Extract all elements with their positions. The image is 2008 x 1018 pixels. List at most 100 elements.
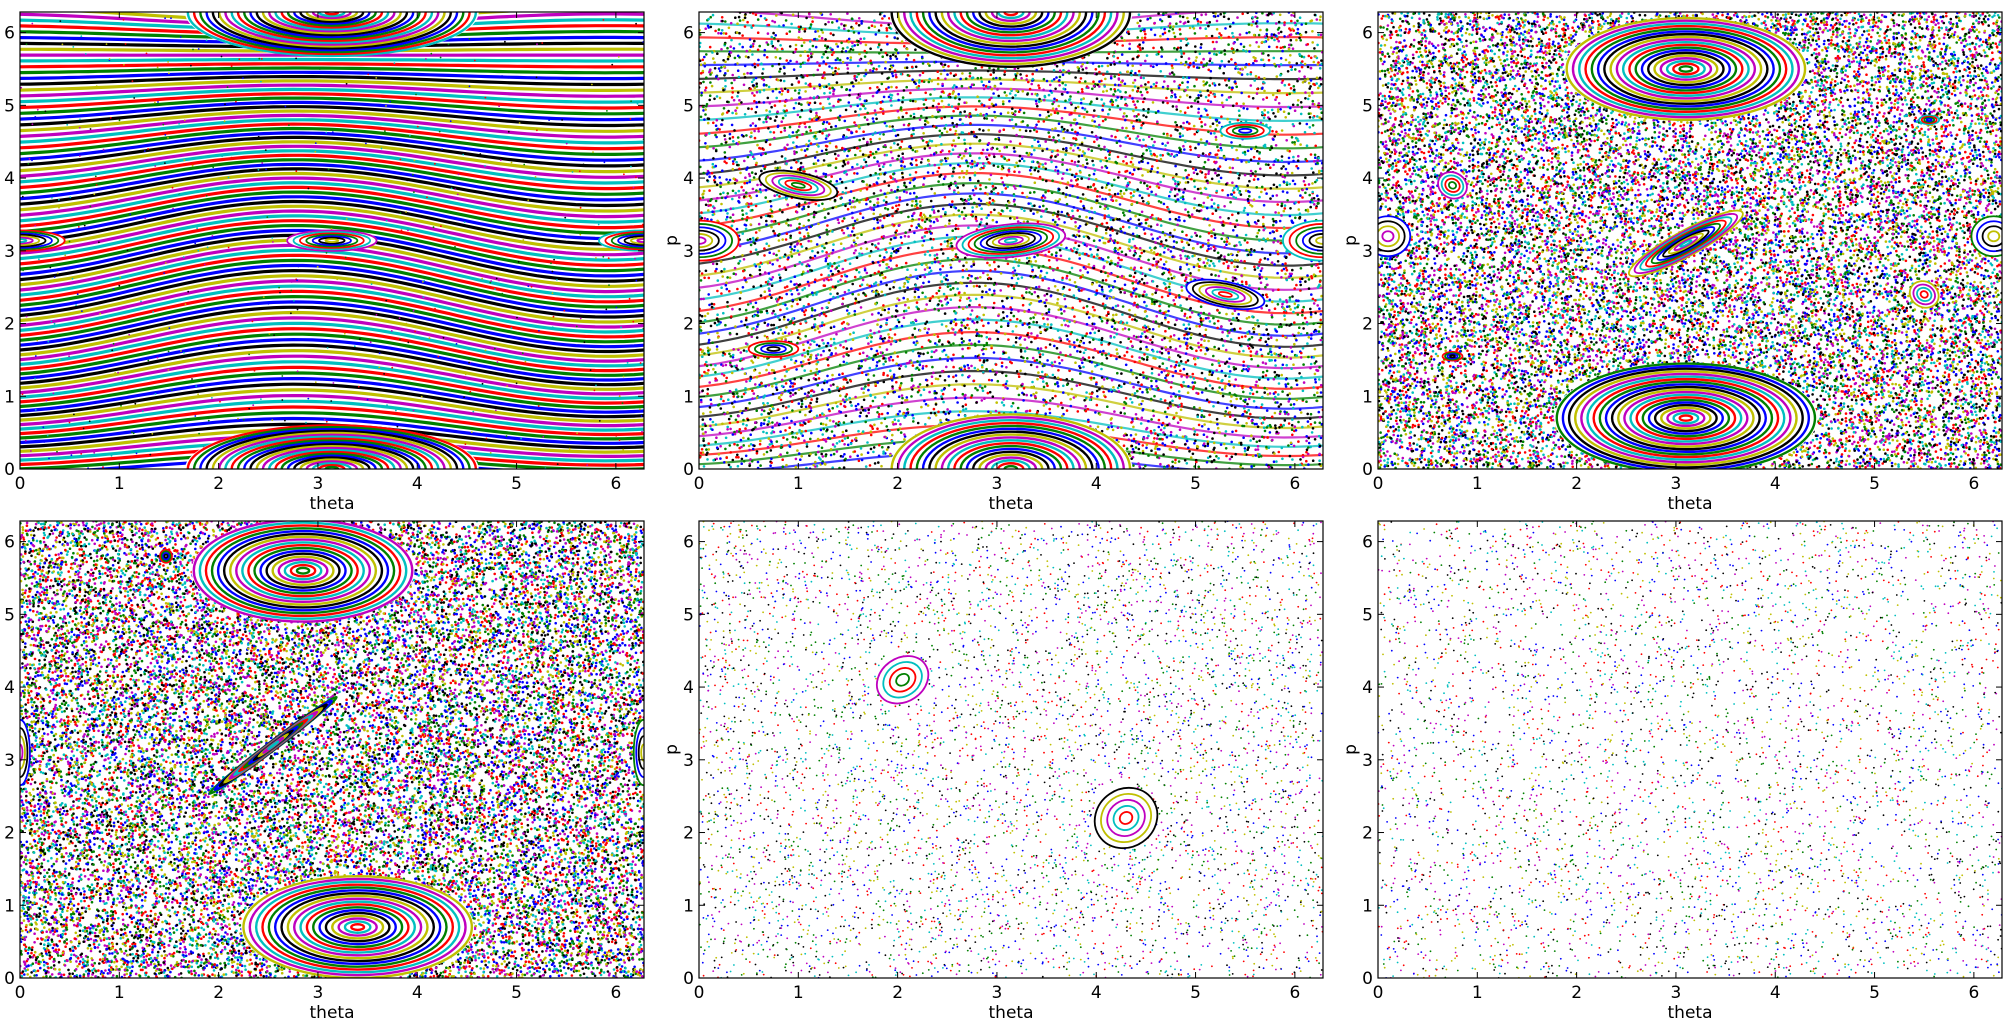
x-tick-label: 0 [15, 474, 26, 494]
y-axis-label: p [1341, 235, 1361, 246]
x-tick-label: 6 [1289, 983, 1300, 1003]
resonance-island [192, 519, 415, 623]
y-tick-label: 0 [4, 969, 15, 989]
x-tick-label: 3 [313, 983, 324, 1003]
x-tick-label: 3 [992, 983, 1003, 1003]
plot-area [698, 520, 1323, 979]
y-tick-label: 6 [683, 24, 694, 44]
x-tick-label: 3 [313, 474, 324, 494]
x-tick-label: 6 [1968, 474, 1979, 494]
y-tick-label: 0 [683, 969, 694, 989]
y-tick-label: 6 [1362, 24, 1373, 44]
resonance-island [286, 230, 377, 251]
plot-area [1377, 520, 2002, 979]
x-tick-label: 5 [1869, 474, 1880, 494]
y-tick-label: 5 [4, 96, 15, 116]
y-tick-label: 5 [1362, 96, 1373, 116]
x-tick-label: 1 [793, 474, 804, 494]
x-tick-label: 1 [114, 983, 125, 1003]
y-tick-label: 4 [4, 678, 15, 698]
resonance-island [748, 341, 799, 357]
y-tick-label: 5 [1362, 605, 1373, 625]
y-tick-label: 6 [683, 533, 694, 553]
y-tick-label: 1 [1362, 387, 1373, 407]
y-tick-label: 3 [1362, 242, 1373, 262]
y-tick-label: 3 [683, 242, 694, 262]
x-tick-label: 5 [511, 474, 522, 494]
x-tick-label: 4 [1770, 983, 1781, 1003]
y-axis-label: p [662, 744, 682, 755]
y-tick-label: 5 [683, 96, 694, 116]
x-tick-label: 1 [793, 983, 804, 1003]
y-tick-label: 1 [1362, 896, 1373, 916]
y-tick-label: 3 [4, 242, 15, 262]
resonance-island [241, 875, 474, 979]
resonance-island [1554, 362, 1817, 473]
y-tick-label: 6 [4, 533, 15, 553]
resonance-island [1220, 123, 1271, 139]
x-tick-label: 4 [1091, 474, 1102, 494]
y-tick-label: 5 [4, 605, 15, 625]
x-tick-label: 6 [1289, 474, 1300, 494]
y-tick-label: 1 [4, 896, 15, 916]
y-tick-label: 0 [4, 460, 15, 480]
invariant-curve [20, 60, 644, 62]
x-tick-label: 5 [1190, 474, 1201, 494]
y-tick-label: 4 [683, 678, 694, 698]
x-axis-label: theta [989, 1003, 1034, 1018]
subplot-4: 0 1 2 3 4 5 6 0 1 2 3 4 5 6 theta [4, 519, 654, 1018]
x-tick-label: 3 [1671, 474, 1682, 494]
y-tick-label: 2 [1362, 824, 1373, 844]
x-tick-label: 5 [511, 983, 522, 1003]
y-tick-label: 0 [1362, 460, 1373, 480]
y-tick-label: 2 [683, 315, 694, 335]
x-tick-label: 1 [1472, 474, 1483, 494]
x-tick-label: 0 [1373, 983, 1384, 1003]
resonance-island [1919, 115, 1939, 124]
x-axis-label: theta [1668, 494, 1713, 514]
x-tick-label: 6 [610, 983, 621, 1003]
x-tick-label: 3 [1671, 983, 1682, 1003]
y-tick-label: 5 [683, 605, 694, 625]
resonance-island [160, 549, 172, 562]
y-tick-label: 2 [1362, 315, 1373, 335]
y-tick-label: 6 [1362, 533, 1373, 553]
x-tick-label: 2 [1571, 474, 1582, 494]
x-tick-label: 2 [1571, 983, 1582, 1003]
x-tick-label: 0 [694, 983, 705, 1003]
x-tick-label: 4 [1091, 983, 1102, 1003]
x-tick-label: 0 [694, 474, 705, 494]
y-tick-label: 4 [4, 169, 15, 189]
x-axis-label: theta [310, 1003, 355, 1018]
y-tick-label: 4 [1362, 678, 1373, 698]
y-tick-label: 3 [683, 751, 694, 771]
y-tick-label: 2 [4, 315, 15, 335]
x-axis-label: theta [989, 494, 1034, 514]
x-tick-label: 4 [1770, 474, 1781, 494]
x-tick-label: 2 [213, 983, 224, 1003]
x-tick-label: 4 [412, 983, 423, 1003]
x-tick-label: 5 [1190, 983, 1201, 1003]
y-tick-label: 1 [683, 387, 694, 407]
y-tick-label: 1 [4, 387, 15, 407]
x-tick-label: 0 [15, 983, 26, 1003]
plot-area [1365, 11, 2008, 474]
x-tick-label: 4 [412, 474, 423, 494]
y-tick-label: 3 [4, 751, 15, 771]
y-tick-label: 0 [1362, 969, 1373, 989]
x-axis-label: theta [1668, 1003, 1713, 1018]
x-tick-label: 1 [1472, 983, 1483, 1003]
y-tick-label: 2 [4, 824, 15, 844]
resonance-island [1442, 352, 1462, 361]
y-axis-label: p [1341, 744, 1361, 755]
x-tick-label: 2 [892, 983, 903, 1003]
y-tick-label: 0 [683, 460, 694, 480]
x-tick-label: 6 [610, 474, 621, 494]
y-axis-label: p [662, 235, 682, 246]
